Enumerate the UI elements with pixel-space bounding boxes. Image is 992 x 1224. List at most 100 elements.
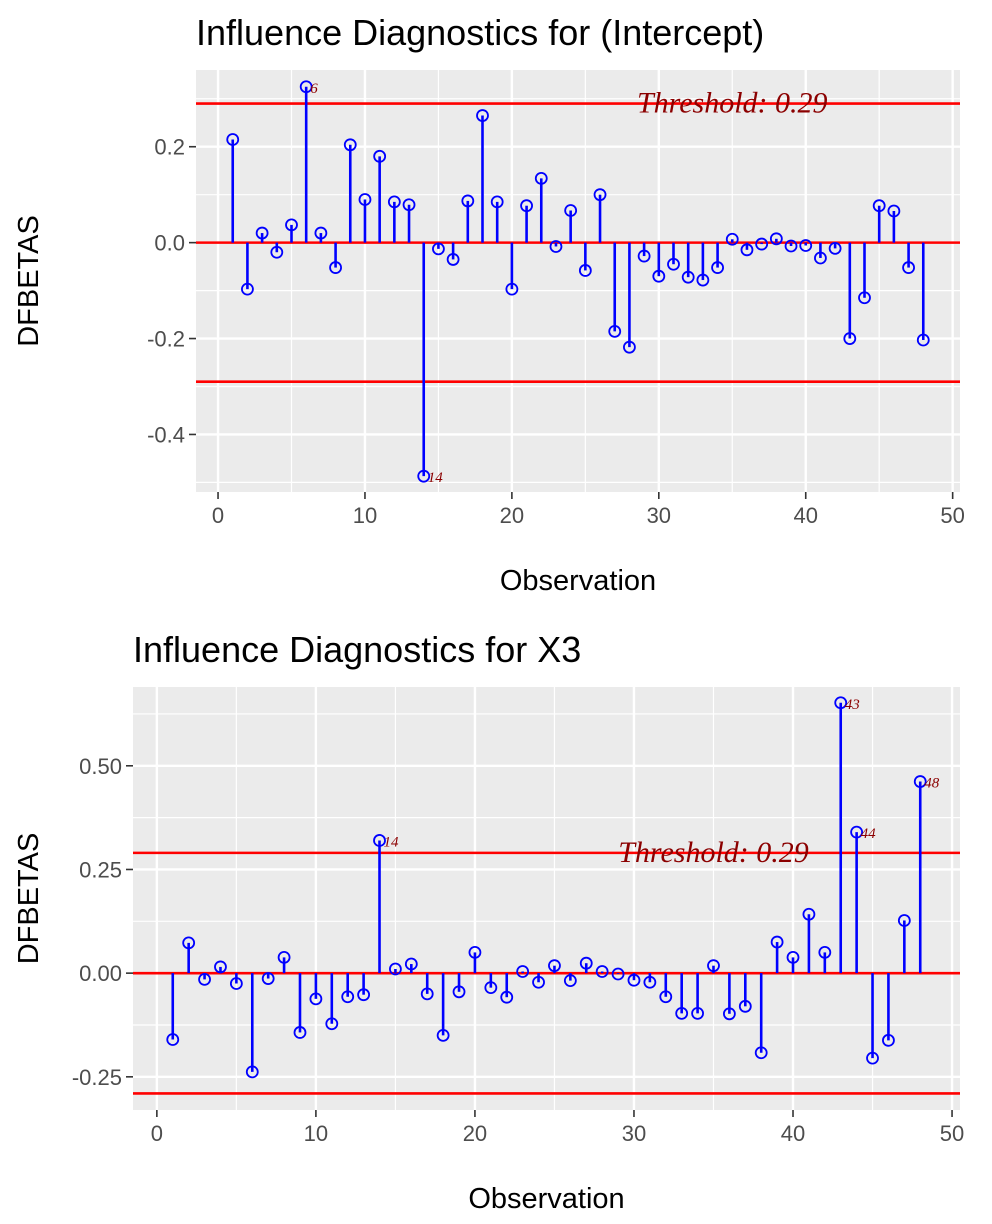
data-point bbox=[913, 775, 927, 788]
data-point bbox=[814, 251, 827, 265]
data-point bbox=[329, 261, 342, 274]
data-point bbox=[667, 257, 680, 271]
data-point bbox=[769, 232, 783, 246]
points bbox=[166, 696, 927, 1079]
data-point bbox=[681, 270, 695, 284]
data-point bbox=[691, 1006, 704, 1020]
data-point bbox=[490, 195, 504, 209]
data-point bbox=[872, 199, 886, 213]
data-point bbox=[711, 261, 724, 274]
x3-chart-svg: Influence Diagnostics for X3 14 43 44 48 Th… bbox=[13, 629, 964, 1215]
data-point bbox=[417, 469, 431, 483]
grid-minor bbox=[133, 687, 960, 1110]
data-point bbox=[882, 1033, 895, 1047]
data-point bbox=[828, 241, 842, 255]
data-point bbox=[505, 282, 519, 296]
x-tick-label: 20 bbox=[463, 1121, 487, 1146]
data-point bbox=[357, 988, 371, 1002]
x-axis-ticks: 0 10 20 30 40 50 bbox=[212, 492, 965, 528]
data-point bbox=[461, 194, 475, 208]
x-tick-label: 50 bbox=[940, 1121, 964, 1146]
x-tick-label: 10 bbox=[353, 503, 377, 528]
data-point bbox=[520, 199, 533, 213]
data-point bbox=[802, 907, 816, 921]
data-point bbox=[755, 237, 769, 251]
data-point bbox=[226, 133, 240, 146]
data-point bbox=[897, 914, 911, 927]
y-tick-label: 0.50 bbox=[79, 754, 122, 779]
data-point bbox=[452, 985, 466, 999]
x3-dfbetas-chart: Influence Diagnostics for X3 14 43 44 48 Th… bbox=[0, 612, 992, 1224]
data-point bbox=[707, 959, 720, 973]
data-point bbox=[255, 226, 269, 240]
x-axis-ticks: 0 10 20 30 40 50 bbox=[151, 1110, 964, 1146]
data-point bbox=[858, 291, 871, 305]
x-tick-label: 10 bbox=[304, 1121, 328, 1146]
y-axis-ticks: -0.25 0.00 0.25 0.50 bbox=[72, 754, 133, 1090]
intercept-dfbetas-chart: Influence Diagnostics for (Intercept) 6 1… bbox=[13, 12, 965, 597]
data-point bbox=[373, 834, 386, 847]
x-tick-label: 30 bbox=[647, 503, 671, 528]
data-point bbox=[786, 950, 800, 964]
plot-panel bbox=[196, 70, 960, 492]
data-point bbox=[516, 965, 530, 978]
x-tick-label: 50 bbox=[940, 503, 964, 528]
data-point bbox=[198, 972, 211, 986]
data-point bbox=[675, 1006, 689, 1020]
point-label: 6 bbox=[310, 81, 318, 97]
data-point bbox=[850, 825, 864, 839]
data-point bbox=[593, 188, 607, 202]
data-point bbox=[534, 171, 548, 185]
data-point bbox=[866, 1051, 879, 1065]
data-point bbox=[166, 1033, 180, 1046]
point-label: 14 bbox=[428, 470, 444, 486]
data-point bbox=[229, 977, 243, 990]
point-labels: 6 14 bbox=[310, 81, 443, 486]
data-point bbox=[343, 138, 357, 152]
y-tick-label: 0.0 bbox=[154, 231, 185, 256]
x-tick-label: 0 bbox=[151, 1121, 163, 1146]
data-point bbox=[277, 950, 291, 964]
y-tick-label: -0.2 bbox=[147, 327, 185, 352]
data-point bbox=[595, 965, 609, 978]
data-point bbox=[548, 959, 561, 973]
data-point bbox=[341, 990, 355, 1004]
data-point bbox=[578, 264, 592, 277]
data-point bbox=[637, 249, 651, 263]
data-point bbox=[579, 956, 593, 970]
chart-title: Influence Diagnostics for (Intercept) bbox=[196, 12, 764, 53]
plot-panel bbox=[133, 687, 960, 1110]
data-point bbox=[373, 149, 387, 163]
x-tick-label: 0 bbox=[212, 503, 224, 528]
data-point bbox=[387, 195, 401, 209]
point-label: 43 bbox=[845, 697, 860, 713]
point-label: 44 bbox=[861, 826, 877, 842]
data-point bbox=[314, 226, 328, 240]
x-tick-label: 40 bbox=[781, 1121, 805, 1146]
data-point bbox=[484, 981, 498, 995]
data-point bbox=[722, 1007, 736, 1021]
data-point bbox=[738, 999, 752, 1013]
data-point bbox=[608, 324, 622, 338]
data-point bbox=[611, 967, 625, 981]
data-point bbox=[285, 218, 298, 232]
data-point bbox=[643, 975, 657, 989]
data-point bbox=[476, 109, 489, 122]
threshold-label: Threshold: 0.29 bbox=[618, 836, 809, 869]
data-point bbox=[740, 243, 754, 257]
data-point bbox=[325, 1017, 339, 1031]
data-point bbox=[659, 990, 673, 1004]
data-point bbox=[696, 273, 710, 287]
data-point bbox=[446, 253, 460, 266]
data-point bbox=[241, 282, 254, 296]
data-point bbox=[500, 990, 514, 1004]
data-point bbox=[627, 973, 641, 987]
data-point bbox=[468, 946, 482, 959]
data-point bbox=[432, 242, 445, 256]
data-point bbox=[564, 204, 578, 217]
data-point bbox=[404, 957, 418, 971]
data-point bbox=[245, 1065, 259, 1079]
data-point bbox=[902, 261, 915, 274]
x-axis-title: Observation bbox=[500, 565, 656, 597]
data-point bbox=[420, 987, 434, 1001]
